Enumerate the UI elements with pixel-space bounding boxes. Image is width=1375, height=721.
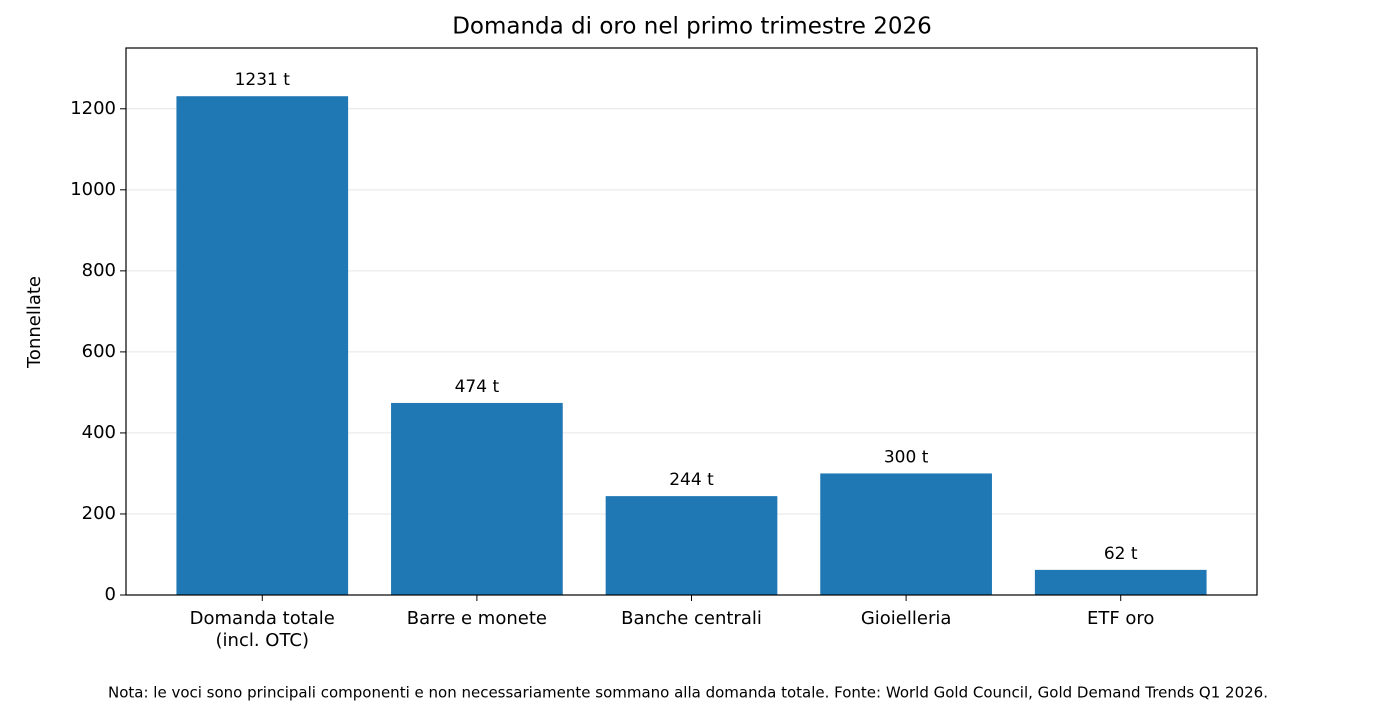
- x-tick-label: Gioielleria: [860, 608, 952, 629]
- x-tick-label: Domanda totale (incl. OTC): [189, 608, 335, 651]
- footnote: Nota: le voci sono principali componenti…: [108, 684, 1268, 702]
- value-label: 244 t: [669, 470, 714, 490]
- value-label: 62 t: [1104, 544, 1138, 564]
- y-tick-label: 0: [105, 584, 116, 605]
- bar: [1034, 569, 1207, 595]
- chart-title: Domanda di oro nel primo trimestre 2026: [452, 14, 932, 40]
- y-axis-label: Tonnellate: [24, 276, 45, 369]
- x-tick-label: Barre e monete: [406, 608, 547, 629]
- bar: [605, 496, 778, 595]
- value-label: 1231 t: [235, 70, 291, 90]
- y-tick-label: 1000: [70, 179, 116, 200]
- bar: [391, 402, 563, 595]
- y-tick-label: 600: [82, 341, 116, 362]
- value-label: 300 t: [884, 447, 929, 467]
- y-tick-label: 1200: [70, 98, 116, 119]
- plot-frame: [125, 47, 1258, 596]
- bar: [176, 96, 349, 595]
- y-tick-label: 200: [82, 503, 116, 524]
- y-tick-label: 400: [82, 422, 116, 443]
- y-tick-label: 800: [82, 260, 116, 281]
- x-tick-label: ETF oro: [1086, 608, 1155, 629]
- bar: [820, 473, 992, 595]
- value-label: 474 t: [455, 377, 500, 397]
- x-tick-label: Banche centrali: [621, 608, 762, 629]
